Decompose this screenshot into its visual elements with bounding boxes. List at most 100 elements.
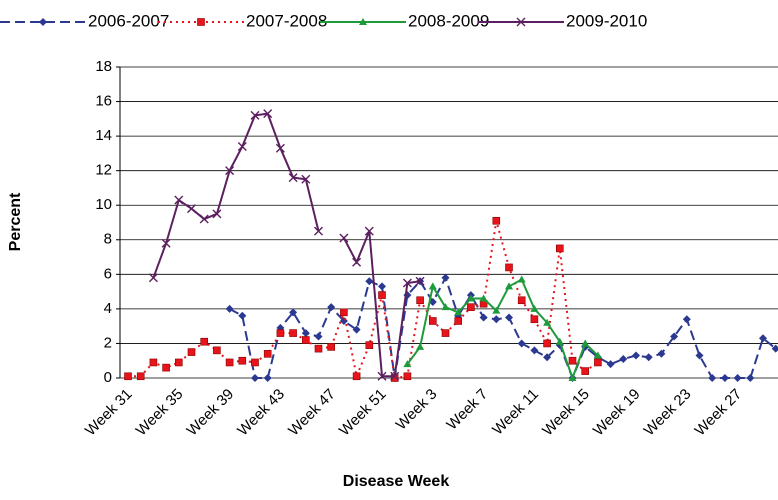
point [619,354,628,363]
y-tick-label: 16 [95,93,112,110]
point [250,110,260,120]
point [632,351,640,360]
point [555,337,564,345]
point [695,351,704,360]
point [314,226,323,236]
point [238,356,247,365]
point [441,273,450,282]
point [746,374,755,382]
point [275,143,285,153]
point [402,278,412,288]
point [390,371,400,381]
point [543,339,551,348]
point [377,371,387,381]
x-axis-label: Disease Week [343,473,450,490]
point [352,372,361,381]
point [543,353,552,362]
point [276,329,285,337]
y-tick-label: 18 [95,58,112,75]
x-tick-label: Week 31 [82,386,136,440]
legend-label: 2006-2007 [88,11,169,30]
point [492,306,501,314]
legend-item: 2008-2009 [320,11,489,30]
point [682,315,691,324]
point [378,282,386,291]
legend-item: 2007-2008 [158,11,327,30]
point [759,334,767,343]
y-tick-label: 2 [104,334,112,351]
point [263,374,272,382]
y-tick-label: 8 [104,231,112,248]
x-tick-label: Week 3 [393,386,441,434]
point [161,238,171,248]
point [365,341,374,349]
point [479,294,488,302]
x-tick-label: Week 51 [336,386,390,440]
point [415,276,425,286]
y-tick-label: 10 [95,196,112,213]
x-tick-label: Week 19 [590,386,644,440]
legend-marker [197,18,205,26]
legend-label: 2009-2010 [566,11,647,30]
point [428,282,437,290]
series-line [406,278,599,381]
point [454,308,463,316]
point [733,374,742,382]
point [708,374,717,382]
point [517,275,526,283]
point [251,374,259,382]
x-tick-label: Week 39 [184,386,238,440]
legend-item: 2009-2010 [478,11,647,30]
point [225,304,234,313]
point [225,358,234,367]
point [314,344,323,353]
point [263,109,273,119]
point [187,348,196,356]
point [581,367,590,375]
y-axis-label: Percent [7,192,24,251]
point [263,350,272,358]
point [327,303,336,312]
x-tick-label: Week 23 [641,386,695,440]
point [162,363,170,372]
x-tick-label: Week 27 [692,386,746,440]
point [149,358,158,367]
point [517,339,526,348]
point [314,332,323,341]
y-tick-label: 0 [104,369,112,386]
point [301,336,310,344]
legend-label: 2007-2008 [246,11,327,30]
series-line [343,230,421,378]
point [403,360,412,368]
series-line [128,220,599,380]
legend-marker [39,18,47,26]
point [327,343,336,351]
point [505,263,513,272]
point [416,342,425,350]
point [568,374,577,381]
point [237,141,247,151]
series-line [229,275,777,381]
point [339,233,349,243]
point [212,209,222,219]
x-tick-label: Week 15 [539,386,593,440]
point [340,308,348,317]
x-tick-label: Week 7 [443,386,491,434]
point [352,325,361,334]
x-tick-label: Week 47 [285,386,339,440]
point [720,374,729,382]
legend-label: 2008-2009 [408,11,489,30]
point [492,315,501,324]
point [174,195,184,205]
point [505,282,513,290]
point [200,337,208,346]
point [352,257,362,267]
point [289,308,298,317]
point [555,244,564,253]
point [364,226,374,236]
point [213,346,221,355]
point [530,304,539,312]
point [454,317,463,325]
legend-item: 2006-2007 [0,11,169,30]
